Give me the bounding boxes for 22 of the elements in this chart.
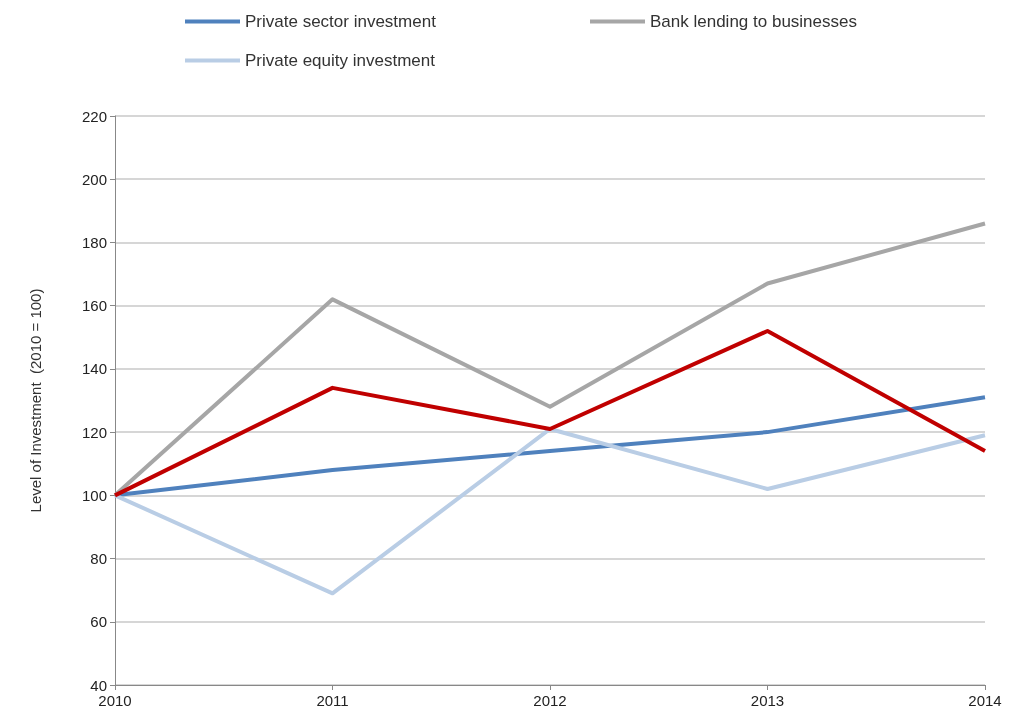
- x-tick-label: 2010: [98, 692, 132, 709]
- y-tick-label: 180: [81, 233, 107, 251]
- y-tick-label: 40: [90, 676, 107, 694]
- legend-label: Private sector investment: [245, 12, 437, 31]
- line-series: [113, 426, 987, 596]
- legend-label: Private equity investment: [245, 51, 436, 70]
- line-series: [113, 221, 987, 498]
- y-tick-label: 140: [81, 360, 107, 378]
- y-tick-label: 200: [81, 170, 107, 188]
- legend-label: Bank lending to businesses: [650, 12, 857, 31]
- y-tick-label: 160: [81, 297, 107, 315]
- x-tick-label: 2014: [968, 692, 1002, 709]
- x-tick-label: 2013: [750, 692, 785, 709]
- x-tick-label: 2011: [316, 692, 349, 709]
- x-tick-label: 2012: [533, 692, 567, 709]
- y-tick-label: 100: [81, 486, 107, 504]
- line-series: [113, 328, 987, 498]
- y-axis-title: Level of Investment (2010 = 100): [27, 288, 44, 513]
- y-tick-label: 80: [90, 550, 107, 568]
- y-tick-label: 120: [81, 423, 107, 441]
- y-tick-label: 60: [90, 613, 107, 631]
- y-tick-label: 220: [81, 107, 107, 125]
